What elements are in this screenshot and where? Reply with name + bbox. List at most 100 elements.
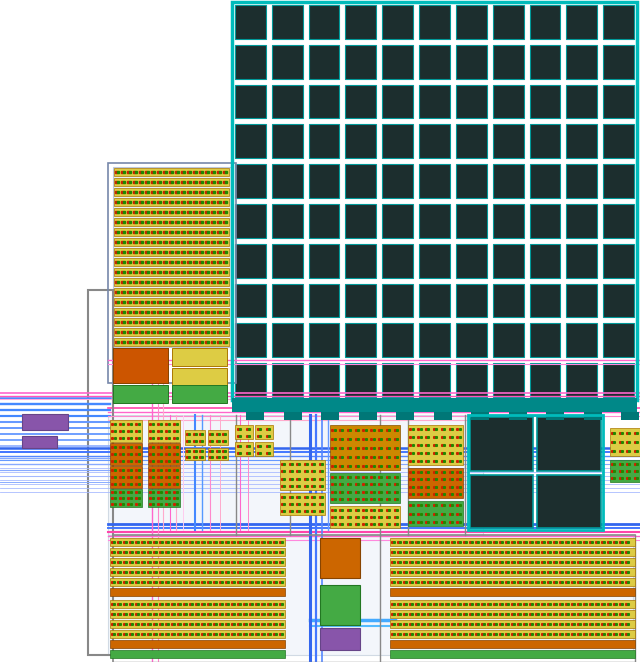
Bar	[419, 324, 450, 357]
Bar	[22, 414, 68, 430]
Bar	[419, 244, 450, 277]
Bar	[529, 5, 561, 39]
Bar	[308, 324, 339, 357]
Bar	[280, 460, 325, 490]
Bar	[308, 5, 339, 39]
Bar	[235, 425, 253, 439]
Bar	[456, 283, 487, 317]
Bar	[538, 475, 601, 528]
Bar	[566, 204, 597, 238]
Bar	[308, 124, 339, 158]
Bar	[471, 412, 489, 420]
Bar	[272, 244, 303, 277]
Bar	[320, 628, 360, 650]
Bar	[346, 283, 376, 317]
Bar	[113, 348, 168, 383]
Bar	[493, 244, 524, 277]
Bar	[308, 85, 339, 118]
Bar	[529, 324, 561, 357]
Bar	[566, 5, 597, 39]
Bar	[408, 501, 463, 526]
Bar	[272, 124, 303, 158]
Bar	[114, 308, 229, 316]
Bar	[566, 283, 597, 317]
Bar	[110, 610, 285, 618]
Bar	[493, 324, 524, 357]
Bar	[114, 328, 229, 336]
Bar	[255, 425, 273, 439]
Bar	[566, 85, 597, 118]
Bar	[456, 5, 487, 39]
Bar	[232, 2, 637, 400]
Bar	[148, 489, 180, 507]
Bar	[235, 85, 266, 118]
Bar	[110, 600, 285, 608]
Bar	[185, 430, 205, 445]
Bar	[235, 124, 266, 158]
Bar	[493, 204, 524, 238]
Bar	[468, 415, 603, 530]
Bar	[390, 600, 635, 608]
Bar	[284, 412, 302, 420]
Bar	[272, 85, 303, 118]
Bar	[114, 228, 229, 236]
Bar	[390, 538, 635, 546]
Bar	[110, 558, 285, 566]
Bar	[493, 363, 524, 397]
Bar	[566, 124, 597, 158]
Bar	[382, 283, 413, 317]
Bar	[529, 124, 561, 158]
Bar	[382, 5, 413, 39]
Bar	[390, 578, 635, 586]
Bar	[603, 283, 634, 317]
Bar	[529, 45, 561, 79]
Bar	[566, 164, 597, 198]
Bar	[330, 506, 400, 528]
Bar	[603, 164, 634, 198]
Bar	[390, 548, 635, 556]
Bar	[419, 85, 450, 118]
Bar	[610, 428, 640, 456]
Bar	[110, 578, 285, 586]
Bar	[110, 620, 285, 628]
Bar	[382, 45, 413, 79]
Bar	[610, 460, 640, 482]
Bar	[320, 585, 360, 625]
Bar	[584, 412, 602, 420]
Bar	[346, 324, 376, 357]
Bar	[346, 45, 376, 79]
Bar	[382, 204, 413, 238]
Bar	[390, 620, 635, 628]
Bar	[113, 385, 168, 403]
Bar	[456, 244, 487, 277]
Bar	[603, 45, 634, 79]
Bar	[419, 45, 450, 79]
Bar	[529, 164, 561, 198]
Bar	[419, 124, 450, 158]
Bar	[390, 558, 635, 566]
Bar	[114, 238, 229, 246]
Bar	[566, 244, 597, 277]
Bar	[359, 412, 377, 420]
Bar	[110, 630, 285, 638]
Bar	[382, 164, 413, 198]
Bar	[419, 204, 450, 238]
Bar	[419, 283, 450, 317]
Bar	[396, 412, 414, 420]
Bar	[538, 417, 601, 471]
Bar	[172, 385, 227, 403]
Bar	[235, 204, 266, 238]
Bar	[382, 363, 413, 397]
Bar	[470, 417, 534, 471]
Bar	[88, 290, 113, 655]
Bar	[108, 163, 236, 383]
Bar	[148, 466, 180, 488]
Bar	[114, 298, 229, 306]
Bar	[108, 535, 633, 655]
Bar	[621, 412, 639, 420]
Bar	[110, 588, 285, 596]
Bar	[493, 45, 524, 79]
Bar	[110, 489, 142, 507]
Bar	[235, 363, 266, 397]
Bar	[114, 318, 229, 326]
